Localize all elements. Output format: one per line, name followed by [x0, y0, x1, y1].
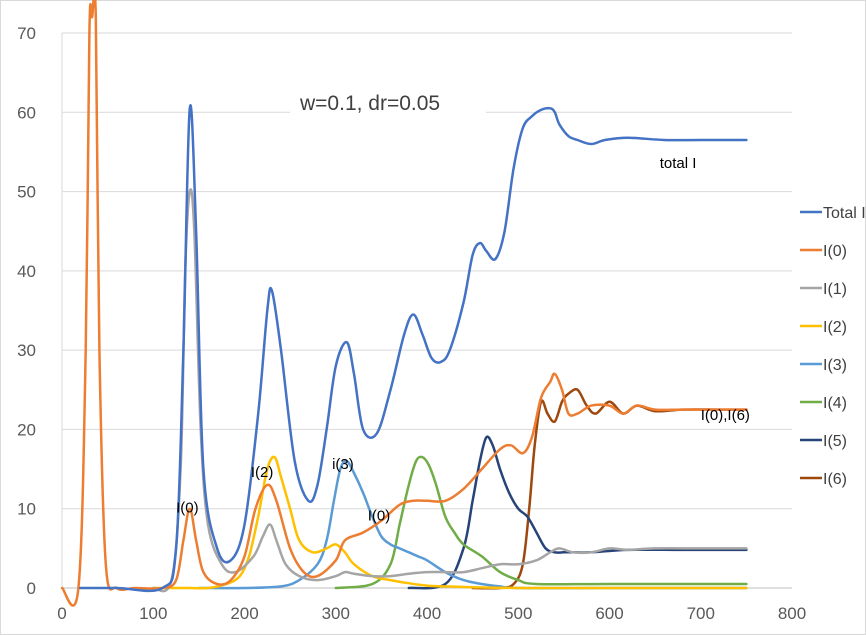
- legend: Total I I(0) I(1) I(2) I(3) I(4) I(5) I(6): [800, 205, 866, 488]
- y-tick-label: 20: [17, 420, 36, 439]
- x-tick-label: 300: [322, 604, 350, 623]
- y-tick-label: 50: [17, 183, 36, 202]
- annotation-label: total I: [660, 155, 697, 172]
- legend-label: Total I: [823, 205, 866, 222]
- legend-label: I(3): [823, 357, 847, 374]
- x-tick-label: 400: [413, 604, 441, 623]
- chart-title: w=0.1, dr=0.05: [299, 92, 440, 115]
- series-line-i-6: [471, 388, 748, 590]
- annotations: total I I(0) I(2) i(3) I(0) I(0),I(6): [176, 155, 750, 525]
- x-tick-label: 800: [778, 604, 806, 623]
- legend-label: I(5): [823, 433, 847, 450]
- x-axis-ticks: 0 100 200 300 400 500 600 700 800: [57, 604, 806, 623]
- legend-label: I(0): [823, 243, 847, 260]
- x-tick-label: 600: [595, 604, 623, 623]
- y-tick-label: 40: [17, 262, 36, 281]
- legend-label: I(4): [823, 395, 847, 412]
- x-tick-label: 100: [139, 604, 167, 623]
- series-line-i-1: [152, 188, 748, 593]
- y-tick-label: 30: [17, 341, 36, 360]
- y-tick-label: 70: [17, 24, 36, 43]
- chart-title-background: [290, 83, 486, 121]
- legend-label: I(6): [823, 471, 847, 488]
- annotation-label: I(0): [368, 508, 391, 525]
- series-line-total-i: [79, 104, 748, 593]
- series-line-i-2: [152, 455, 748, 590]
- legend-label: I(1): [823, 281, 847, 298]
- x-tick-label: 200: [230, 604, 258, 623]
- y-tick-label: 60: [17, 103, 36, 122]
- annotation-label: I(0): [176, 500, 199, 517]
- series-lines: [60, 0, 748, 607]
- series-line-i-3: [197, 459, 748, 590]
- series-line-i-4: [334, 455, 748, 590]
- annotation-label: i(3): [332, 456, 354, 473]
- legend-label: I(2): [823, 319, 847, 336]
- annotation-label: I(2): [251, 464, 274, 481]
- x-tick-label: 0: [57, 604, 66, 623]
- y-tick-label: 0: [27, 579, 36, 598]
- series-line-i-0: [60, 0, 748, 607]
- x-tick-label: 700: [687, 604, 715, 623]
- x-tick-label: 500: [504, 604, 532, 623]
- y-axis-ticks: 0 10 20 30 40 50 60 70: [17, 24, 36, 598]
- annotation-label: I(0),I(6): [701, 407, 750, 424]
- y-tick-label: 10: [17, 500, 36, 519]
